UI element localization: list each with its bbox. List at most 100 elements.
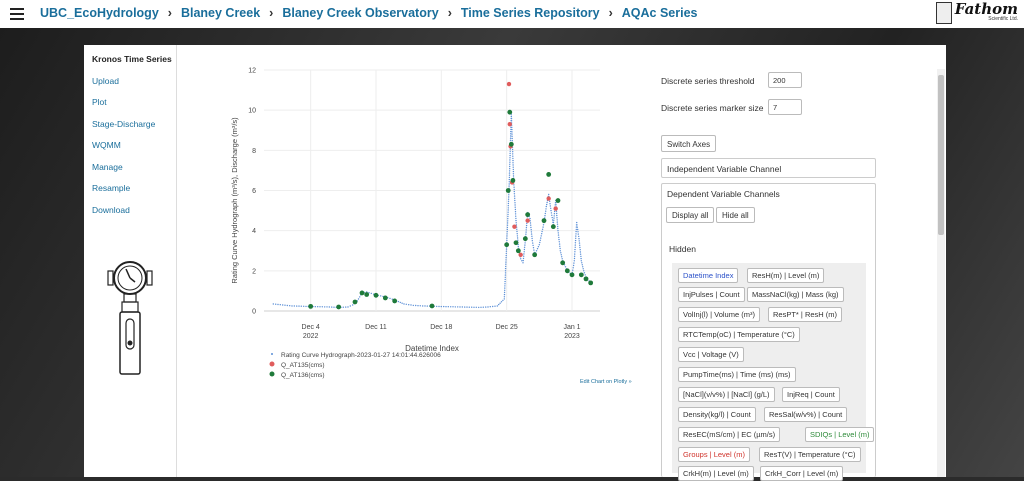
hydrograph-point	[512, 155, 514, 157]
breadcrumb-item[interactable]: AQAc Series	[621, 6, 698, 20]
marker-size-input[interactable]: 7	[768, 99, 802, 115]
channel-chip[interactable]: Groups | Level (m)	[678, 447, 750, 462]
hydrograph-point	[286, 304, 288, 307]
hydrograph-point	[558, 243, 561, 245]
hydrograph-point	[517, 239, 519, 241]
breadcrumb-item[interactable]: Blaney Creek Observatory	[282, 6, 439, 20]
hydrograph-point	[511, 128, 513, 131]
channel-chip[interactable]: ResEC(mS/cm) | EC (µm/s)	[678, 427, 781, 442]
hydrograph-point	[559, 247, 561, 250]
threshold-input[interactable]: 200	[768, 72, 802, 88]
channel-chip[interactable]: RTCTemp(oC) | Temperature (°C)	[678, 327, 800, 342]
menu-icon[interactable]	[10, 8, 24, 20]
hydrograph-point	[326, 306, 328, 308]
hydrograph-point	[514, 213, 517, 215]
channel-chip[interactable]: ResPT* | ResH (m)	[768, 307, 843, 322]
q-at136-point	[560, 260, 566, 266]
hydrograph-point	[522, 262, 524, 264]
hydrograph-point	[508, 176, 511, 179]
hydrograph-point	[504, 283, 506, 285]
scrollbar-thumb[interactable]	[938, 75, 944, 235]
channel-chip[interactable]: Vcc | Voltage (V)	[678, 347, 744, 362]
hydrograph-point	[511, 131, 513, 133]
channel-chip[interactable]: ResH(m) | Level (m)	[747, 268, 825, 283]
hydrograph-point	[498, 303, 500, 306]
hydrograph-point	[507, 220, 509, 222]
display-all-button[interactable]: Display all	[666, 207, 715, 223]
hydrograph-point	[579, 246, 581, 249]
hydrograph-point	[510, 130, 512, 133]
hydrograph-point	[480, 306, 482, 308]
hydrograph-point	[514, 208, 517, 211]
legend-marker-icon	[266, 351, 278, 359]
hydrograph-point	[575, 230, 577, 233]
hydrograph-point	[523, 251, 525, 253]
hydrograph-point	[507, 218, 509, 220]
hidden-label: Hidden	[669, 244, 696, 254]
q-at136-point	[525, 212, 531, 218]
hydrograph-point	[370, 292, 372, 295]
hydrograph-chart[interactable]: 0 2 4 6 8 10 12 Dec 4 2022 Dec 11 Dec 18 Dec 25 Jan …	[224, 63, 604, 353]
breadcrumb-item[interactable]: Time Series Repository	[460, 6, 600, 20]
switch-axes-button[interactable]: Switch Axes	[661, 135, 717, 152]
q-at135-point	[507, 122, 512, 127]
scrollbar[interactable]	[937, 69, 945, 477]
sidebar-item-upload[interactable]: Upload	[92, 76, 119, 86]
channel-chip[interactable]: InjReq | Count	[782, 387, 840, 402]
sidebar-item-resample[interactable]: Resample	[92, 183, 131, 193]
hydrograph-point	[522, 257, 525, 260]
sidebar: Kronos Time Series Upload Plot Stage-Dis…	[84, 45, 177, 477]
hydrograph-point	[573, 260, 575, 262]
sidebar-item-wqmm[interactable]: WQMM	[92, 140, 121, 150]
channel-chip[interactable]: [NaCl](v/v%) | [NaCl] (g/L)	[678, 387, 775, 402]
channel-chip[interactable]: ResSal(w/v%) | Count	[764, 407, 848, 422]
hydrograph-point	[436, 305, 438, 308]
hydrograph-point	[466, 306, 468, 308]
channel-chip[interactable]: InjPulses | Count	[678, 287, 745, 302]
edit-chart-link[interactable]: Edit Chart on Plotly »	[580, 379, 632, 385]
legend-item[interactable]: Q_AT136(cms)	[266, 370, 441, 380]
hydrograph-point	[556, 212, 558, 215]
hydrograph-point	[507, 205, 509, 207]
sidebar-item-stage-discharge[interactable]: Stage-Discharge	[92, 119, 156, 129]
hydrograph-point	[357, 298, 360, 300]
channel-chip[interactable]: Density(kg/l) | Count	[678, 407, 756, 422]
hydrograph-point	[574, 242, 577, 244]
independent-channel-box[interactable]: Independent Variable Channel	[661, 158, 876, 178]
legend-item[interactable]: Q_AT135(cms)	[266, 360, 441, 370]
hydrograph-point	[485, 306, 487, 308]
channel-chip[interactable]: ResT(V) | Temperature (°C)	[759, 447, 861, 462]
hydrograph-point	[558, 241, 560, 243]
channel-chip[interactable]: MassNaCl(kg) | Mass (kg)	[747, 287, 844, 302]
hide-all-button[interactable]: Hide all	[716, 207, 755, 223]
hydrograph-point	[284, 304, 286, 306]
hydrograph-point	[342, 306, 344, 308]
hydrograph-point	[573, 255, 576, 257]
hydrograph-point	[324, 306, 326, 308]
hydrograph-point	[574, 248, 576, 251]
sidebar-item-plot[interactable]: Plot	[92, 97, 107, 107]
hydrograph-point	[504, 280, 506, 283]
marker-size-label: Discrete series marker size	[661, 103, 764, 113]
channel-chip[interactable]: CrkH_Corr | Level (m)	[760, 466, 844, 481]
hydrograph-point	[557, 232, 559, 234]
breadcrumb-item[interactable]: Blaney Creek	[180, 6, 261, 20]
hydrograph-point	[532, 242, 534, 244]
channel-chip[interactable]: SDIQs | Level (m)	[805, 427, 875, 442]
hydrograph-point	[558, 238, 560, 241]
hydrograph-point	[504, 274, 507, 276]
channel-chip[interactable]: CrkH(m) | Level (m)	[678, 466, 754, 481]
breadcrumb-item[interactable]: UBC_EcoHydrology	[40, 6, 159, 20]
hydrograph-point	[517, 246, 519, 248]
hydrograph-point	[579, 251, 582, 253]
channel-chip[interactable]: Datetime Index	[678, 268, 739, 283]
q-at135-point	[506, 81, 512, 87]
channel-chip[interactable]: PumpTime(ms) | Time (ms) (ms)	[678, 367, 796, 382]
hydrograph-point	[556, 223, 559, 225]
hydrograph-point	[509, 152, 511, 155]
sidebar-item-download[interactable]: Download	[92, 205, 130, 215]
hydrograph-point	[503, 296, 506, 298]
channel-chip[interactable]: VolInj(l) | Volume (m³)	[678, 307, 760, 322]
sidebar-item-manage[interactable]: Manage	[92, 162, 123, 172]
legend-item[interactable]: Rating Curve Hydrograph-2023-01-27 14:01…	[266, 350, 441, 360]
